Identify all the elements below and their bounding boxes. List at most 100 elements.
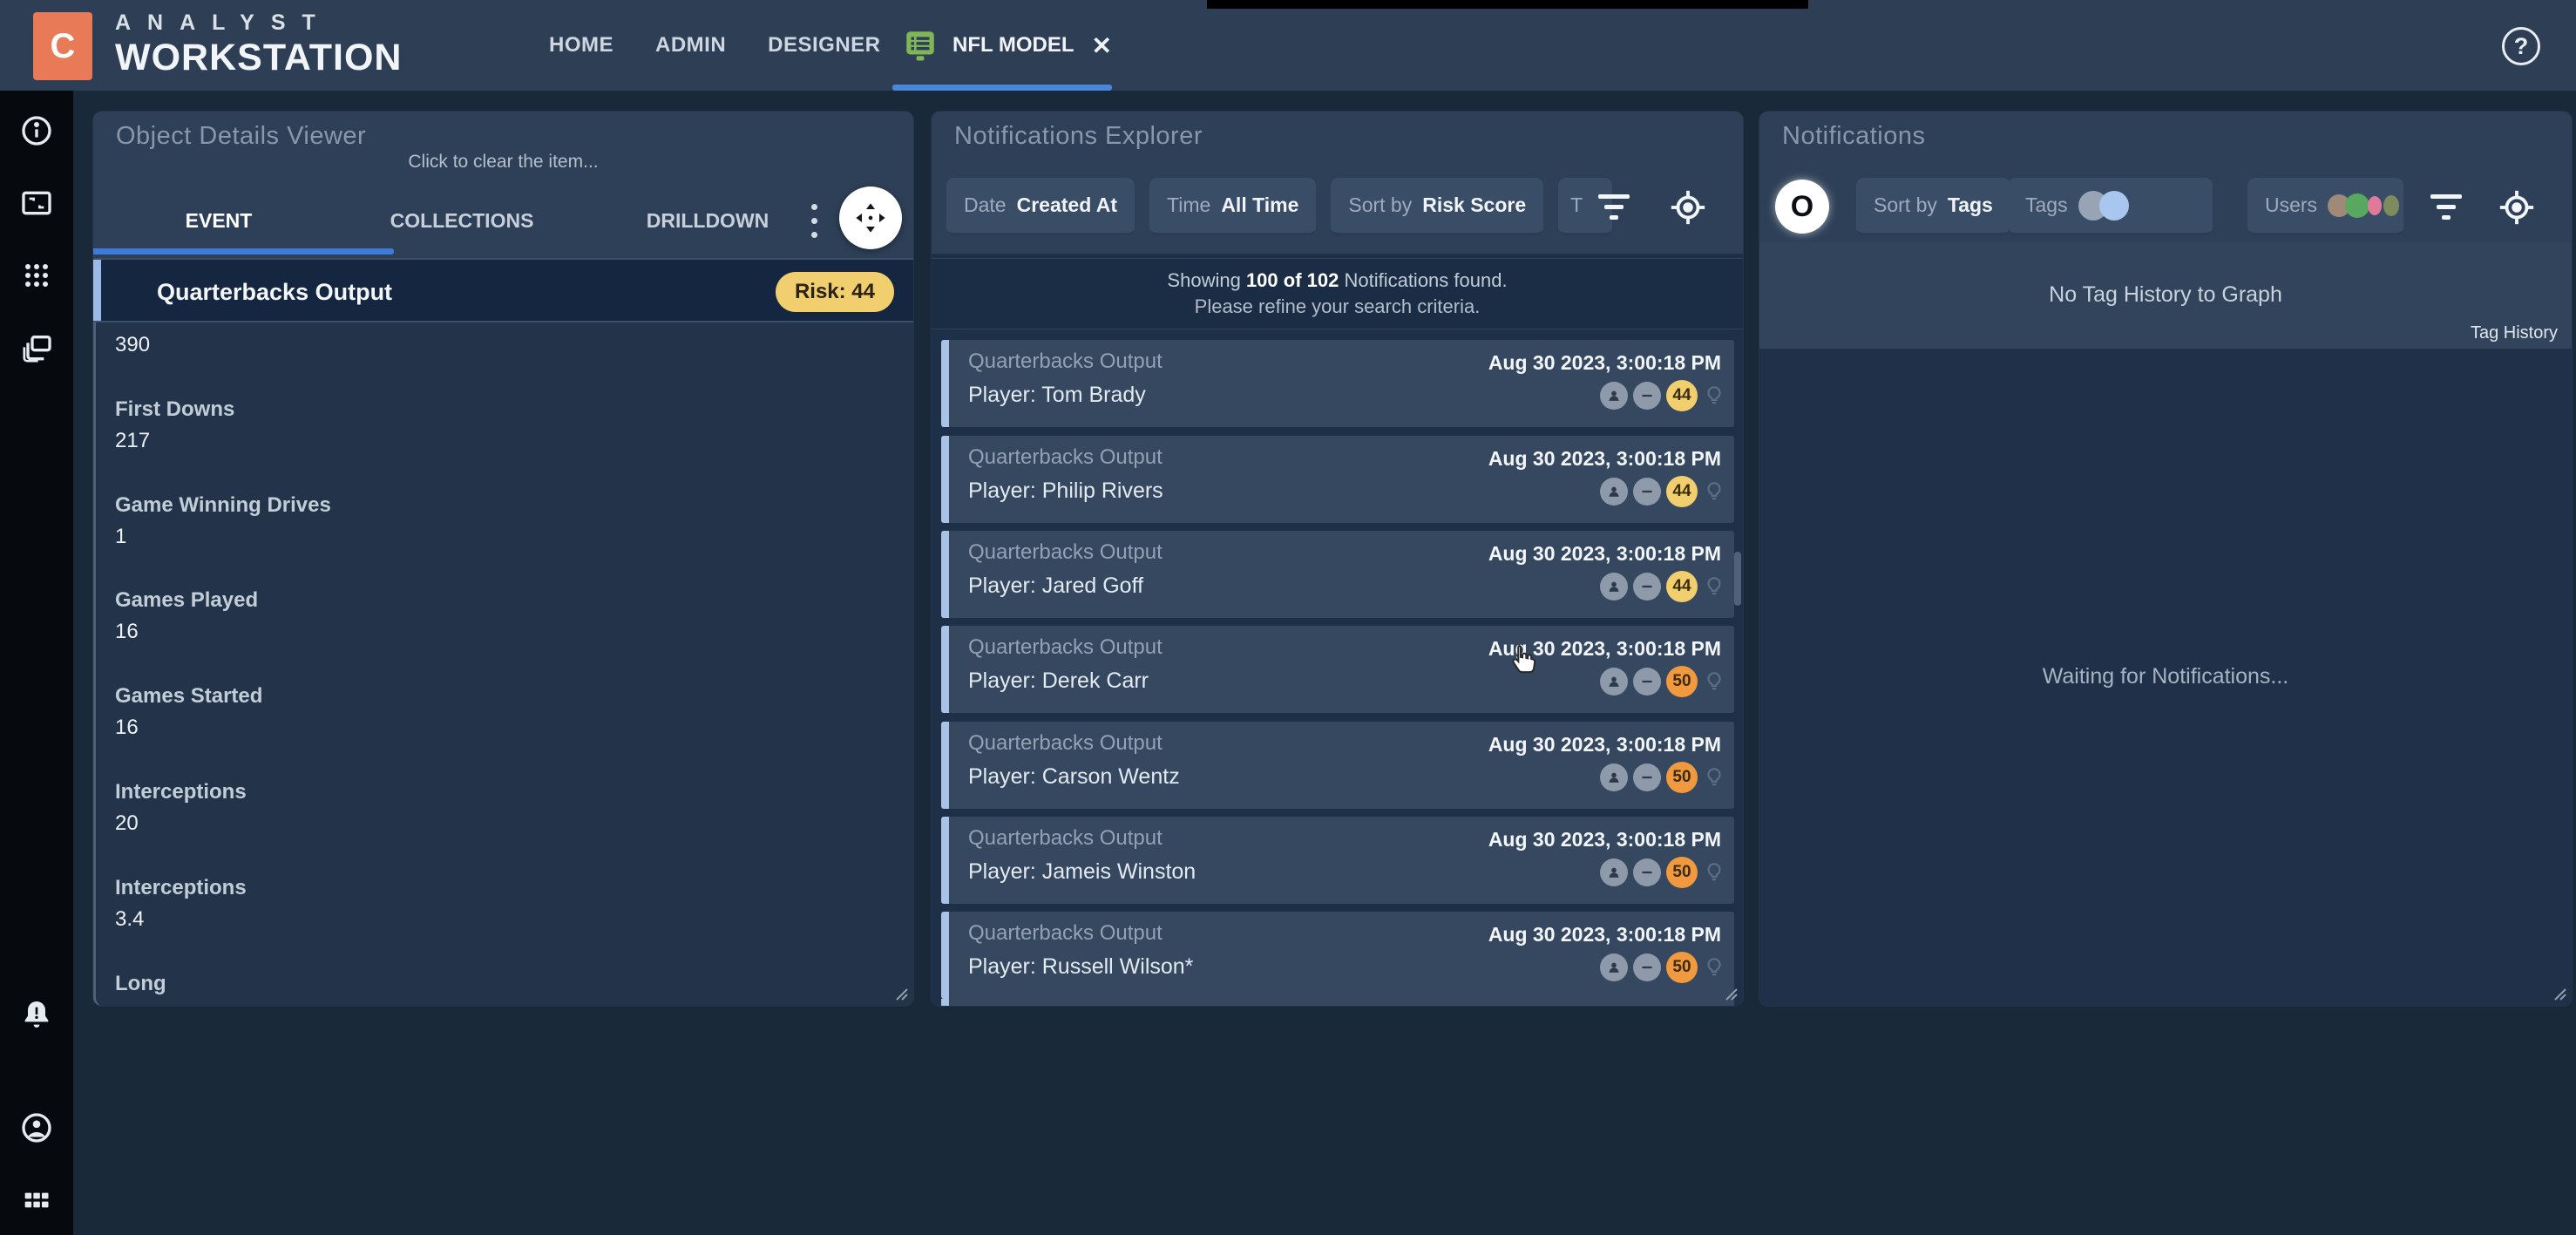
tags-toggle-chip[interactable]: Tags <box>2008 178 2213 236</box>
snooze-minus-icon[interactable] <box>1633 858 1661 886</box>
snooze-minus-icon[interactable] <box>1633 478 1661 506</box>
user-icon[interactable] <box>1600 953 1628 981</box>
selected-event-row[interactable]: Quarterbacks Output Risk: 44 <box>93 258 913 322</box>
row-icons: 50 <box>1600 762 1725 793</box>
layers-windows-icon[interactable] <box>19 331 54 366</box>
snooze-minus-icon[interactable] <box>1633 573 1661 601</box>
risk-score-badge[interactable]: 50 <box>1666 952 1698 983</box>
target-locate-icon[interactable] <box>1668 187 1708 227</box>
row-accent-bar <box>941 626 949 713</box>
tab-event[interactable]: EVENT <box>185 209 253 232</box>
lightbulb-icon[interactable] <box>1703 670 1725 693</box>
avatar-letter: O <box>1790 189 1814 223</box>
list-scrollbar-thumb[interactable] <box>1734 552 1741 606</box>
truncated-filter-chip[interactable]: T <box>1558 178 1613 236</box>
lightbulb-icon[interactable] <box>1703 480 1725 503</box>
clear-item-hint[interactable]: Click to clear the item... <box>408 152 599 172</box>
stat-value: 217 <box>115 429 151 452</box>
date-filter-chip[interactable]: Date Created At <box>946 178 1135 236</box>
move-panel-handle[interactable] <box>839 187 902 249</box>
notification-row[interactable]: Quarterbacks Output Player: Russell Wils… <box>941 912 1734 999</box>
filter-chips: Date Created At Time All Time Sort by Ri… <box>946 178 1613 236</box>
panel-resize-handle[interactable] <box>2552 986 2567 1001</box>
target-locate-icon[interactable] <box>2497 187 2537 227</box>
user-icon[interactable] <box>1600 382 1628 410</box>
row-timestamp: Aug 30 2023, 3:00:18 PM <box>1488 637 1721 660</box>
tab-collections[interactable]: COLLECTIONS <box>390 209 534 232</box>
stat-value: 390 <box>115 333 151 356</box>
notifications-explorer-panel: Notifications Explorer Date Created At T… <box>932 112 1743 1006</box>
lightbulb-icon[interactable] <box>1703 766 1725 789</box>
more-options-icon[interactable] <box>810 204 818 238</box>
lightbulb-icon[interactable] <box>1703 384 1725 407</box>
nav-admin[interactable]: ADMIN <box>655 33 727 57</box>
nav-designer[interactable]: DESIGNER <box>768 33 881 57</box>
notification-row-partial[interactable] <box>941 999 1734 1006</box>
user-icon[interactable] <box>1600 478 1628 506</box>
panel-resize-handle[interactable] <box>1723 986 1739 1001</box>
notification-row[interactable]: Quarterbacks Output Player: Tom Brady Au… <box>941 340 1734 427</box>
snooze-minus-icon[interactable] <box>1633 382 1661 410</box>
row-timestamp: Aug 30 2023, 3:00:18 PM <box>1488 733 1721 756</box>
row-subtitle: Player: Russell Wilson* <box>968 954 1194 979</box>
user-icon[interactable] <box>1600 763 1628 791</box>
alert-bell-icon[interactable] <box>19 997 54 1032</box>
app-logo[interactable]: C <box>33 12 92 80</box>
object-details-panel: Object Details Viewer Click to clear the… <box>93 112 913 1006</box>
tags-toggle[interactable] <box>2078 190 2129 221</box>
chip-label: Date <box>964 193 1007 216</box>
fit-screen-icon[interactable] <box>19 186 54 221</box>
row-subtitle: Player: Tom Brady <box>968 383 1146 407</box>
notification-row[interactable]: Quarterbacks Output Player: Jameis Winst… <box>941 817 1734 904</box>
grid-apps-icon[interactable] <box>19 258 54 293</box>
apps-grid-icon[interactable] <box>19 1183 54 1218</box>
risk-score-badge[interactable]: 44 <box>1666 571 1698 602</box>
account-icon[interactable] <box>19 1110 54 1145</box>
risk-score-badge[interactable]: 44 <box>1666 380 1698 411</box>
row-icons: 44 <box>1600 476 1725 507</box>
tab-drilldown[interactable]: DRILLDOWN <box>646 209 769 232</box>
nav-home[interactable]: HOME <box>549 33 613 57</box>
sort-filter-chip[interactable]: Sort by Risk Score <box>1331 178 1544 236</box>
close-tab-icon[interactable]: ✕ <box>1091 31 1113 59</box>
chip-value: Created At <box>1016 193 1118 216</box>
sort-by-tags-chip[interactable]: Sort by Tags <box>1856 178 2010 236</box>
stat-value: 1 <box>115 525 127 548</box>
brand-top-label: ANALYST <box>115 10 332 35</box>
chip-label: Sort by <box>1874 193 1937 216</box>
notification-avatar[interactable]: O <box>1775 180 1829 234</box>
user-icon[interactable] <box>1600 668 1628 696</box>
risk-score-badge[interactable]: 50 <box>1666 762 1698 793</box>
row-title: Quarterbacks Output <box>968 540 1163 564</box>
risk-score-badge[interactable]: 50 <box>1666 666 1698 697</box>
stat-item: First Downs 217 <box>115 394 896 457</box>
brand-bottom-label: WORKSTATION <box>115 37 403 78</box>
notification-row[interactable]: Quarterbacks Output Player: Philip River… <box>941 436 1734 523</box>
users-filter-chip[interactable]: Users <box>2247 178 2403 236</box>
lightbulb-icon[interactable] <box>1703 956 1725 979</box>
row-subtitle: Player: Jameis Winston <box>968 859 1196 884</box>
risk-score-badge[interactable]: 50 <box>1666 857 1698 888</box>
notification-row[interactable]: Quarterbacks Output Player: Derek Carr A… <box>941 626 1734 713</box>
notification-row[interactable]: Quarterbacks Output Player: Jared Goff A… <box>941 531 1734 618</box>
risk-score-badge[interactable]: 44 <box>1666 476 1698 507</box>
user-icon[interactable] <box>1600 858 1628 886</box>
notification-row[interactable]: Quarterbacks Output Player: Carson Wentz… <box>941 722 1734 809</box>
tab-nfl-model[interactable]: NFL MODEL ✕ <box>902 0 1115 91</box>
lightbulb-icon[interactable] <box>1703 575 1725 598</box>
filter-icon[interactable] <box>2426 187 2466 227</box>
row-timestamp: Aug 30 2023, 3:00:18 PM <box>1488 351 1721 374</box>
help-icon[interactable]: ? <box>2502 27 2540 65</box>
tag-history-label[interactable]: Tag History <box>2470 323 2558 343</box>
panel-resize-handle[interactable] <box>893 986 909 1001</box>
info-icon[interactable] <box>19 113 54 148</box>
lightbulb-icon[interactable] <box>1703 861 1725 884</box>
notifications-panel: Notifications O Sort by Tags Tags Users … <box>1759 112 2572 1006</box>
user-icon[interactable] <box>1600 573 1628 601</box>
filter-icon[interactable] <box>1594 187 1634 227</box>
snooze-minus-icon[interactable] <box>1633 668 1661 696</box>
snooze-minus-icon[interactable] <box>1633 953 1661 981</box>
event-stats-list[interactable]: 390 First Downs 217 Game Winning Drives 1 … <box>93 322 913 1006</box>
time-filter-chip[interactable]: Time All Time <box>1149 178 1317 236</box>
snooze-minus-icon[interactable] <box>1633 763 1661 791</box>
